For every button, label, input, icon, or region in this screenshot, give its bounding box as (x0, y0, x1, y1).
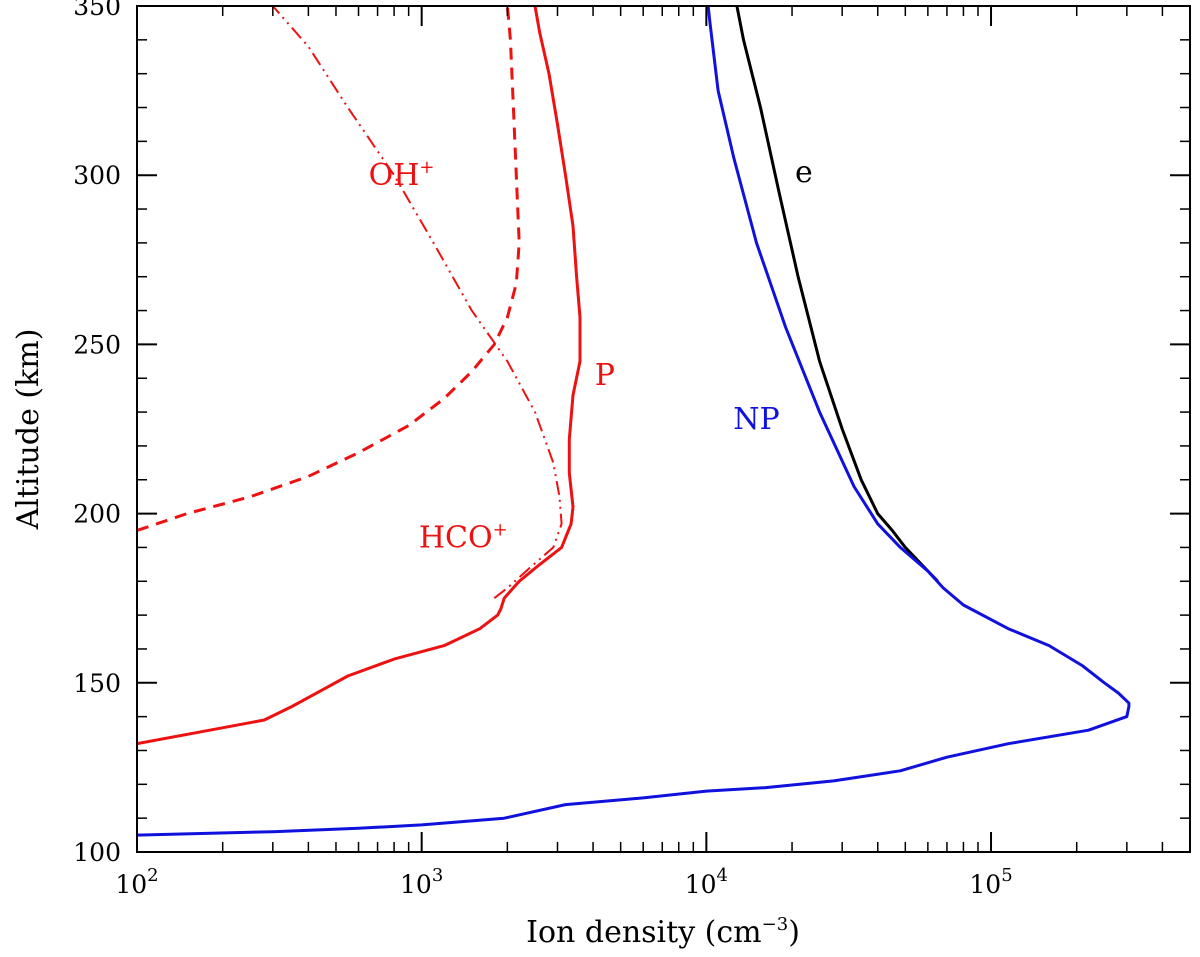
plot-frame (136, 5, 1191, 853)
series-line-0 (137, 6, 521, 532)
series-line-3 (735, 6, 939, 583)
series-group (137, 6, 1131, 837)
annotation-label: HCO+ (419, 519, 508, 555)
series-line-1 (272, 6, 563, 599)
annotation-label: e (795, 155, 813, 190)
annotation-label: OH+ (369, 157, 435, 193)
series-line-4 (137, 6, 1131, 837)
y-tick-label: 250 (73, 330, 121, 359)
x-tick-label: 104 (685, 865, 728, 899)
y-tick-label: 100 (73, 838, 121, 867)
annotation-label: P (595, 358, 615, 393)
y-tick-label: 150 (73, 669, 121, 698)
x-axis-label: Ion density (cm−3) (526, 914, 800, 950)
series-line-2 (137, 6, 582, 746)
annotations-group: OH+ HCO+ P NP e (369, 155, 813, 555)
x-tick-label: 103 (400, 865, 443, 899)
ticks-group: 102 103 104 105 100 150 200 250 300 350 (73, 0, 1191, 899)
y-axis-label: Altitude (km) (11, 329, 46, 531)
y-tick-label: 350 (73, 0, 121, 21)
y-tick-label: 300 (73, 161, 121, 190)
x-tick-label: 102 (115, 865, 158, 899)
annotation-label: NP (733, 402, 779, 437)
y-tick-label: 200 (73, 500, 121, 529)
x-tick-label: 105 (969, 865, 1012, 899)
